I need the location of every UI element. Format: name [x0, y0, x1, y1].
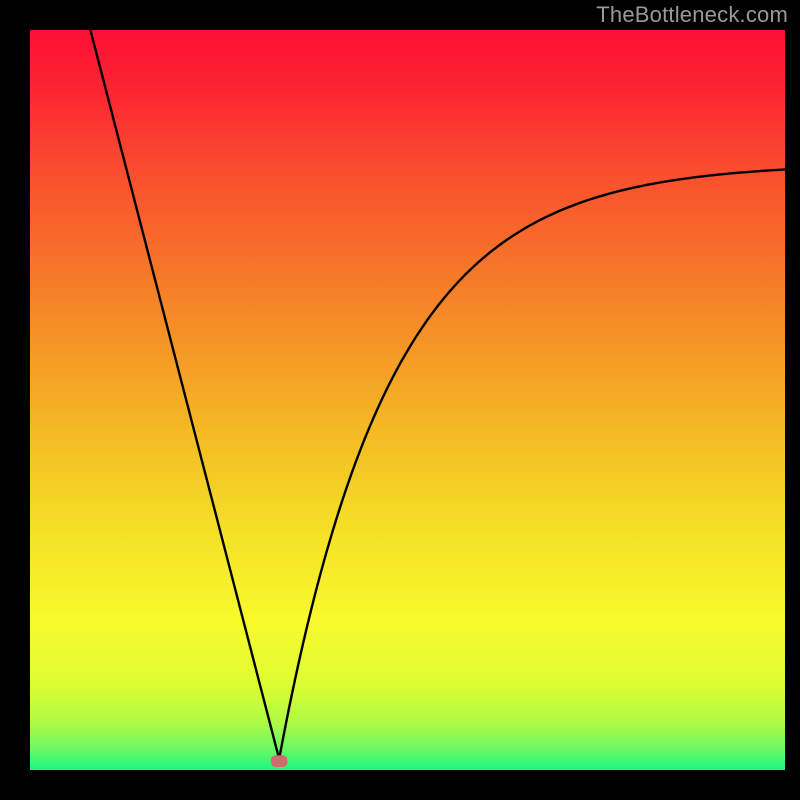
watermark-label: TheBottleneck.com	[596, 2, 788, 28]
plot-background-gradient	[30, 30, 785, 770]
chart-container: TheBottleneck.com	[0, 0, 800, 800]
optimum-marker	[271, 755, 288, 767]
bottleneck-chart-svg	[0, 0, 800, 800]
